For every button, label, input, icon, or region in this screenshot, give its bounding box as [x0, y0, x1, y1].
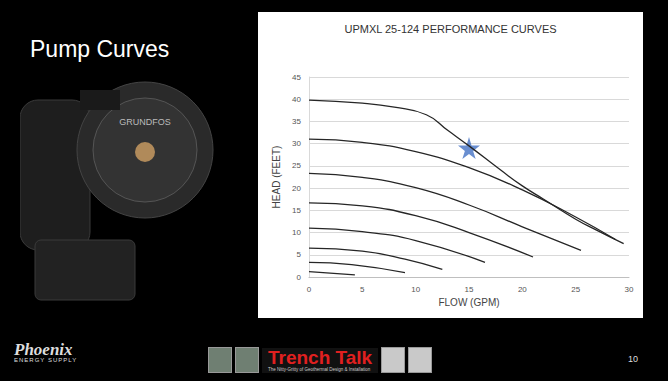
svg-text:40: 40: [292, 95, 301, 104]
svg-text:45: 45: [292, 73, 301, 82]
html-text:Phoenix: Phoenix: [14, 340, 73, 359]
svg-text:GRUNDFOS: GRUNDFOS: [119, 117, 171, 127]
svg-text:UPMXL 25-124 PERFORMANCE CURVE: UPMXL 25-124 PERFORMANCE CURVES: [344, 23, 556, 35]
svg-text:30: 30: [625, 285, 634, 294]
svg-text:30: 30: [292, 139, 301, 148]
svg-text:35: 35: [292, 117, 301, 126]
svg-text:0: 0: [307, 285, 312, 294]
svg-text:25: 25: [571, 285, 580, 294]
svg-text:5: 5: [360, 285, 365, 294]
svg-text:10: 10: [411, 285, 420, 294]
svg-text:0: 0: [297, 273, 302, 282]
svg-text:HEAD (FEET): HEAD (FEET): [271, 146, 282, 209]
html-text:Pump Curves: Pump Curves: [30, 36, 170, 62]
html-text:ENERGY SUPPLY: ENERGY SUPPLY: [14, 357, 78, 363]
svg-text:FLOW (GPM): FLOW (GPM): [438, 297, 499, 308]
svg-text:10: 10: [292, 228, 301, 237]
html-text:The Nitty-Gritty of Geothermal: The Nitty-Gritty of Geothermal Design & …: [268, 366, 371, 372]
html-text:10: 10: [628, 354, 638, 364]
svg-text:15: 15: [292, 206, 301, 215]
svg-text:25: 25: [292, 161, 301, 170]
svg-text:15: 15: [465, 285, 474, 294]
svg-text:5: 5: [297, 250, 302, 259]
svg-text:20: 20: [518, 285, 527, 294]
svg-text:20: 20: [292, 184, 301, 193]
html-text:Trench Talk: Trench Talk: [268, 346, 373, 368]
